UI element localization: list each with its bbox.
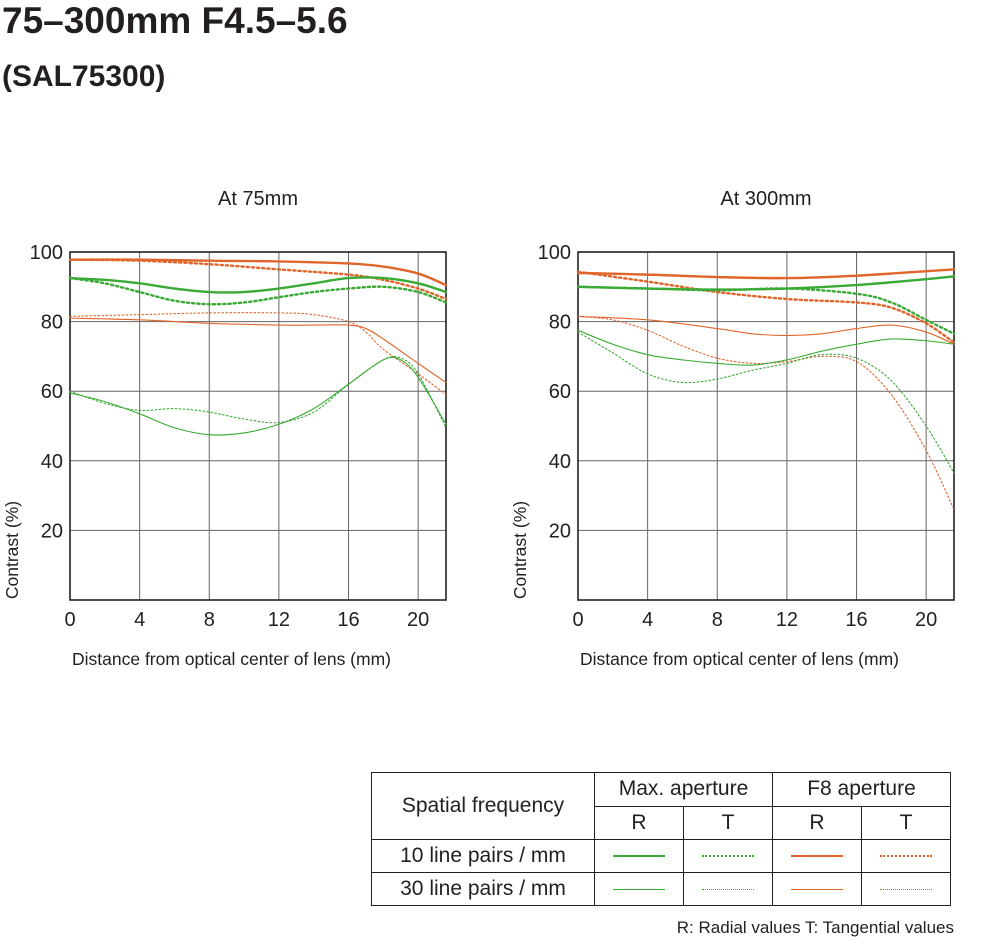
chart-2-ytick-label: 40 xyxy=(549,451,571,473)
chart-1-xtick-label: 16 xyxy=(337,609,359,631)
chart-1-ylabel: Contrast (%) xyxy=(2,501,22,599)
chart-1-ytick-label: 40 xyxy=(41,451,63,473)
legend-header-spatial-frequency: Spatial frequency xyxy=(371,772,595,840)
page-title: 75–300mm F4.5–5.6 xyxy=(2,0,348,41)
chart-1-ytick-label: 60 xyxy=(41,381,63,403)
chart-1-ytick-label: 80 xyxy=(41,312,63,334)
chart-1-series-30lp-max-r xyxy=(69,356,447,436)
legend-swatch-10-max-r xyxy=(594,839,684,873)
legend-row-10-label: 10 line pairs / mm xyxy=(371,839,595,873)
chart-2-ytick-label: 80 xyxy=(549,312,571,334)
chart-1-ytick-label: 20 xyxy=(41,520,63,542)
legend-swatch-10-f8-t xyxy=(861,839,951,873)
chart-2-xtick-label: 0 xyxy=(572,609,583,631)
legend-max-r: R xyxy=(594,805,684,840)
chart-2-ytick-label: 60 xyxy=(549,381,571,403)
legend-f8-t: T xyxy=(861,805,951,840)
legend-row-30-label: 30 line pairs / mm xyxy=(371,872,595,906)
chart-1-series-10lp-max-t xyxy=(68,276,448,306)
chart-2-ylabel: Contrast (%) xyxy=(510,501,530,599)
legend-swatch-10-max-t xyxy=(683,839,773,873)
chart-1-xtick-label: 8 xyxy=(204,609,215,631)
chart-2-xlabel: Distance from optical center of lens (mm… xyxy=(580,649,899,669)
chart-1-series-30lp-f8-r xyxy=(69,317,447,384)
legend-note: R: Radial values T: Tangential values xyxy=(676,918,954,937)
chart-2-series-30lp-max-t xyxy=(577,331,955,474)
chart-2-series-10lp-max-t xyxy=(576,285,956,335)
chart-1-frame xyxy=(69,251,447,601)
legend-header-f8-aperture: F8 aperture xyxy=(772,772,951,807)
model-code: (SAL75300) xyxy=(2,60,166,93)
chart-2-series-30lp-f8-t xyxy=(577,315,955,511)
legend-table: Spatial frequency Max. aperture F8 apert… xyxy=(371,772,951,906)
legend-header-max-aperture: Max. aperture xyxy=(594,772,773,807)
chart-1-series-10lp-f8-r xyxy=(68,258,448,287)
chart-2-xtick-label: 4 xyxy=(642,609,653,631)
chart-2-xtick-label: 20 xyxy=(915,609,937,631)
chart-2-series-30lp-max-r xyxy=(577,329,955,366)
chart-1-series-30lp-max-t xyxy=(69,355,447,429)
chart-2-xtick-label: 12 xyxy=(776,609,798,631)
chart-2-ytick-label: 100 xyxy=(538,242,571,264)
chart-2-xtick-label: 16 xyxy=(845,609,867,631)
chart-1-series-30lp-f8-t xyxy=(69,312,447,396)
chart-1-xtick-label: 20 xyxy=(407,609,429,631)
chart-1-title: At 75mm xyxy=(218,188,298,210)
chart-2-xtick-label: 8 xyxy=(712,609,723,631)
legend-max-t: T xyxy=(683,805,773,840)
legend-swatch-10-f8-r xyxy=(772,839,862,873)
chart-1-xtick-label: 4 xyxy=(134,609,145,631)
chart-2-series-30lp-f8-r xyxy=(577,315,955,345)
chart-2-series-10lp-f8-t xyxy=(576,270,956,344)
chart-2-frame xyxy=(577,251,955,601)
chart-2-ytick-label: 20 xyxy=(549,520,571,542)
chart-2-series-10lp-f8-r xyxy=(576,268,956,280)
chart-1-ytick-label: 100 xyxy=(30,242,63,264)
chart-1-xtick-label: 12 xyxy=(268,609,290,631)
chart-1-series-10lp-max-r xyxy=(68,276,448,294)
chart-2-title: At 300mm xyxy=(720,188,811,210)
legend-swatch-30-max-r xyxy=(594,872,684,906)
chart-1-xlabel: Distance from optical center of lens (mm… xyxy=(72,649,391,669)
chart-1-series-10lp-f8-t xyxy=(68,258,448,301)
legend-swatch-30-max-t xyxy=(683,872,773,906)
legend-swatch-30-f8-t xyxy=(861,872,951,906)
legend-f8-r: R xyxy=(772,805,862,840)
chart-1-xtick-label: 0 xyxy=(64,609,75,631)
legend-swatch-30-f8-r xyxy=(772,872,862,906)
